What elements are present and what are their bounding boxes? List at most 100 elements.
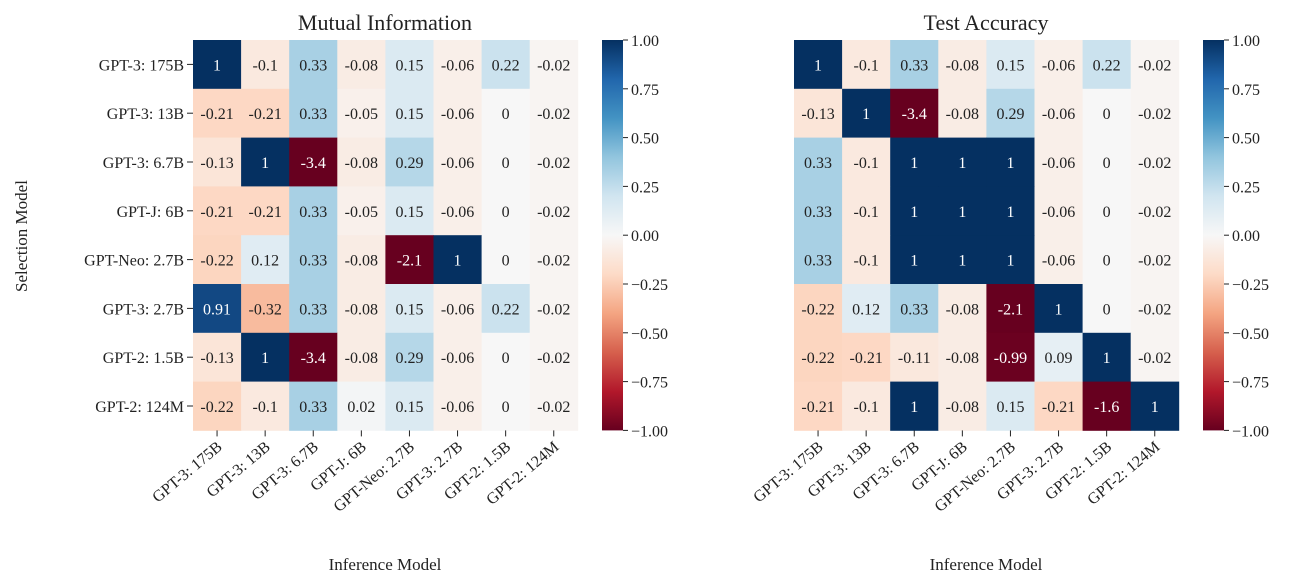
cell-value-label: 0.33 (900, 301, 928, 318)
heatmap-cell (289, 332, 338, 382)
cell-value-label: -0.13 (200, 350, 233, 367)
heatmap-cell (529, 381, 579, 431)
cell-value-label: 1 (910, 399, 918, 416)
cell-value-label: -0.22 (200, 399, 233, 416)
cell-value-label: -0.06 (441, 155, 474, 172)
cell-value-label: -0.08 (946, 350, 979, 367)
heatmap-cell (1034, 186, 1083, 236)
cell-value-label: 1 (958, 253, 966, 270)
cell-value-label: -0.08 (946, 399, 979, 416)
heatmap-cell (986, 137, 1035, 187)
cell-value-label: -0.22 (200, 253, 233, 270)
cell-value-label: 1 (1103, 350, 1111, 367)
cell-value-label: -0.08 (345, 253, 378, 270)
heatmap-cell (289, 88, 338, 138)
heatmap-cell (842, 40, 891, 90)
heatmap-cell (481, 40, 531, 90)
cell-value-label: -0.06 (441, 350, 474, 367)
cell-value-label: 0 (502, 399, 510, 416)
heatmap-cell (986, 40, 1035, 90)
heatmap-cell (794, 40, 843, 90)
heatmap-cell (938, 381, 987, 431)
heatmap-cell (1130, 235, 1180, 285)
cell-value-label: 1 (1006, 155, 1014, 172)
cell-value-label: 1 (910, 155, 918, 172)
heatmap-cell (289, 235, 338, 285)
heatmap-cell (529, 284, 579, 334)
cell-value-label: -3.4 (301, 155, 326, 172)
colorbar-tick-label: 0.75 (631, 82, 659, 99)
heatmap-cell (337, 381, 386, 431)
heatmap-cell (938, 88, 987, 138)
heatmap-cell (481, 381, 531, 431)
heatmap-cell (1130, 381, 1180, 431)
cell-value-label: -0.99 (994, 350, 1027, 367)
cell-value-label: -0.06 (1042, 155, 1075, 172)
y-axis-label: Selection Model (12, 180, 31, 292)
cell-value-label: -0.02 (1138, 350, 1171, 367)
heatmap-cell (433, 88, 482, 138)
heatmap-cell (193, 381, 242, 431)
cell-value-label: -0.32 (248, 301, 281, 318)
cell-value-label: 0 (1103, 106, 1111, 123)
heatmap-cell (890, 381, 939, 431)
heatmap-cell (1130, 88, 1180, 138)
cell-value-label: 1 (454, 253, 462, 270)
heatmap-cell (1034, 40, 1083, 90)
heatmap-cell (385, 88, 434, 138)
cell-value-label: -0.02 (537, 106, 570, 123)
cell-value-label: -0.11 (898, 350, 931, 367)
cell-value-label: 0 (502, 350, 510, 367)
cell-value-label: 0.15 (395, 301, 423, 318)
heatmap-cells: 1 -0.1 0.33 -0.08 0.15 -0.06 0.22 -0.02 -0.21 -0.… (193, 40, 579, 431)
heatmap-cell (289, 137, 338, 187)
cell-value-label: -0.02 (537, 204, 570, 221)
cell-value-label: -0.1 (853, 399, 878, 416)
heatmap-cell (193, 137, 242, 187)
cell-value-label: 0 (502, 106, 510, 123)
heatmap-cell (337, 235, 386, 285)
cell-value-label: 0 (1103, 301, 1111, 318)
colorbar-tick-label: 1.00 (1232, 33, 1260, 50)
chart-title: Test Accuracy (924, 10, 1049, 35)
y-tick-label: GPT-Neo: 2.7B (84, 253, 184, 270)
cell-value-label: -1.6 (1094, 399, 1119, 416)
cell-value-label: 0.33 (299, 301, 327, 318)
heatmap-cell (385, 137, 434, 187)
heatmap-cell (529, 235, 579, 285)
cell-value-label: -0.08 (345, 57, 378, 74)
cell-value-label: -0.22 (801, 301, 834, 318)
colorbar-tick-label: 0.75 (1232, 82, 1260, 99)
heatmap-cell (433, 284, 482, 334)
heatmap-cell (1082, 40, 1132, 90)
heatmap-cell (938, 186, 987, 236)
heatmap-cell (794, 235, 843, 285)
heatmap-cell (241, 40, 290, 90)
heatmap-cell (385, 186, 434, 236)
heatmap-cell (794, 284, 843, 334)
cell-value-label: 1 (1006, 253, 1014, 270)
heatmap-cell (1130, 186, 1180, 236)
cell-value-label: -0.02 (1138, 204, 1171, 221)
colorbar-tick-label: 0.50 (631, 131, 659, 148)
colorbar-tick-label: −0.50 (1232, 326, 1269, 343)
colorbar-tick-label: 0.25 (631, 179, 659, 196)
colorbar-tick-label: −1.00 (1232, 423, 1269, 440)
cell-value-label: -0.1 (252, 399, 277, 416)
cell-value-label: 0 (502, 155, 510, 172)
cell-value-label: -0.06 (441, 301, 474, 318)
heatmap-cell (794, 381, 843, 431)
heatmap-cell (481, 88, 531, 138)
heatmap-cell (842, 88, 891, 138)
heatmap-cell (842, 284, 891, 334)
heatmap-cell (938, 332, 987, 382)
heatmap-cell (385, 284, 434, 334)
cell-value-label: -0.05 (345, 204, 378, 221)
colorbar-gradient (602, 40, 623, 431)
heatmap-cell (938, 284, 987, 334)
heatmap-cell (842, 137, 891, 187)
cell-value-label: -2.1 (397, 253, 422, 270)
cell-value-label: -0.08 (946, 57, 979, 74)
heatmap-cell (1034, 284, 1083, 334)
cell-value-label: 1 (1055, 301, 1063, 318)
